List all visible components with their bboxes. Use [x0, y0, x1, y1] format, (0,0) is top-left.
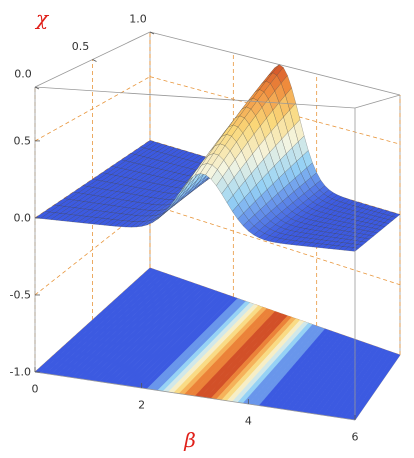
z-tick-label: 0.0 — [14, 211, 32, 224]
box-edge — [34, 371, 356, 421]
y-axis-label: χ — [34, 6, 50, 30]
surface — [34, 64, 401, 252]
box-edge — [34, 86, 356, 109]
back-layer — [34, 31, 401, 421]
y-tick-label: 0.0 — [14, 68, 32, 81]
surface-patch — [349, 247, 360, 252]
z-tick-label: -1.0 — [10, 366, 31, 379]
z-tick-label: -0.5 — [10, 288, 31, 301]
y-tick — [149, 31, 155, 35]
grid-line — [149, 203, 401, 286]
box-edge — [149, 31, 401, 96]
x-axis-label: β — [183, 428, 196, 452]
y-tick — [92, 59, 97, 62]
box-edge — [354, 94, 401, 109]
front-layer: -1.0 -0.5 0.0 0.5 0 2 4 6 0.0 0.5 1.0 — [10, 13, 359, 444]
y-tick-label: 0.5 — [72, 40, 90, 53]
x-tick-label: 4 — [245, 415, 252, 428]
x-tick-label: 6 — [352, 431, 359, 444]
y-tick-label: 1.0 — [129, 13, 147, 26]
y-tick — [34, 86, 40, 90]
x-tick-label: 2 — [138, 399, 145, 412]
x-tick-label: 0 — [32, 383, 39, 396]
z-tick-label: 0.5 — [14, 134, 32, 147]
